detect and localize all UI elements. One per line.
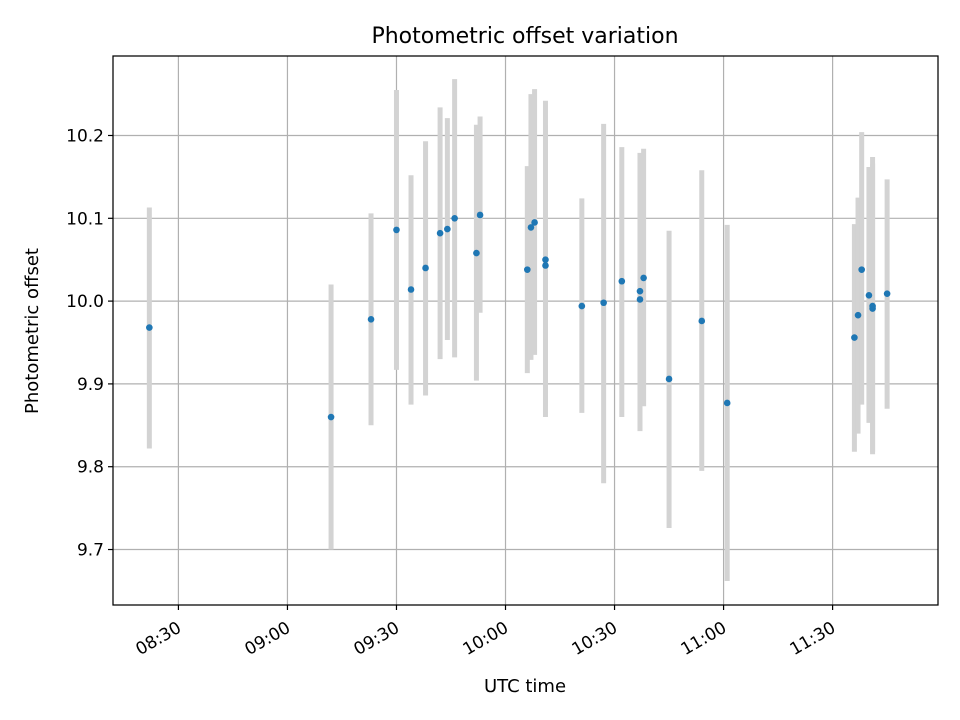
y-tick-label: 9.7	[77, 541, 104, 561]
data-point	[476, 211, 484, 219]
data-point	[723, 399, 731, 407]
data-point	[636, 296, 644, 303]
x-axis-label: UTC time	[484, 676, 566, 697]
x-tick-label: 08:30	[132, 618, 184, 660]
data-point	[851, 334, 858, 341]
x-tick-label: 10:00	[460, 618, 512, 660]
y-tick-label: 10.0	[66, 292, 104, 312]
chart-title: Photometric offset variation	[371, 24, 678, 49]
data-point	[146, 324, 153, 331]
data-point	[600, 299, 607, 307]
data-point	[618, 277, 626, 285]
x-tick-label: 10:30	[569, 618, 621, 660]
data-point	[640, 274, 647, 282]
y-axis-label: Photometric offset	[22, 248, 43, 414]
data-point	[542, 262, 549, 269]
data-point	[531, 219, 538, 226]
x-tick-label: 09:30	[351, 618, 403, 660]
data-point	[869, 302, 876, 310]
data-point	[436, 229, 444, 237]
data-point	[422, 264, 429, 272]
y-tick-label: 10.2	[66, 126, 104, 146]
data-point	[578, 302, 586, 310]
y-tick-label: 9.8	[77, 458, 104, 478]
x-tick-label: 09:00	[242, 618, 294, 660]
data-point	[665, 375, 673, 383]
error-bars	[146, 79, 890, 581]
data-point	[473, 249, 480, 257]
data-point	[451, 214, 458, 222]
data-point	[527, 224, 535, 231]
y-tick-label: 9.9	[77, 375, 104, 395]
data-point	[524, 266, 531, 273]
x-tick-label: 11:30	[787, 618, 839, 660]
data-point	[444, 225, 451, 233]
plot-frame	[112, 55, 939, 606]
data-point	[865, 292, 873, 299]
data-point	[367, 316, 375, 323]
data-point	[636, 287, 644, 295]
grid	[113, 56, 938, 605]
data-point	[883, 290, 891, 297]
data-point	[327, 413, 335, 421]
data-point	[698, 317, 706, 325]
data-point	[858, 266, 865, 273]
x-axis: 08:30 09:00 09:30 10:00 10:30 11:00 11:30	[132, 605, 839, 660]
x-tick-label: 11:00	[678, 618, 730, 660]
data-point	[407, 286, 415, 293]
data-points	[146, 211, 891, 421]
data-point	[393, 226, 400, 234]
y-axis: 9.7 9.8 9.9 10.0 10.1 10.2	[66, 126, 113, 561]
y-tick-label: 10.1	[66, 209, 104, 229]
data-point	[854, 311, 862, 319]
data-point	[542, 256, 549, 264]
